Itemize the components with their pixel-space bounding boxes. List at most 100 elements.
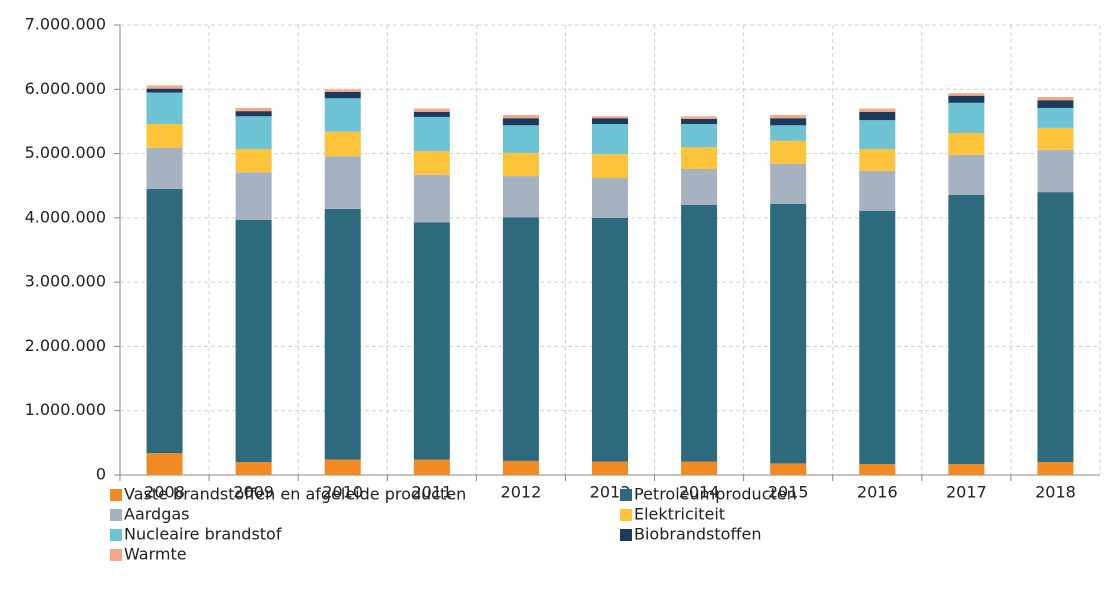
bar-segment [859, 464, 896, 475]
y-tick-label: 5.000.000 [25, 143, 106, 162]
bar-segment [859, 170, 896, 211]
bar-segment [770, 463, 807, 475]
x-tick-label: 2018 [1035, 483, 1076, 502]
bar-segment [681, 116, 718, 119]
bar-segment [235, 111, 272, 117]
bar-segment [770, 140, 807, 164]
bar-segment [502, 217, 539, 461]
bar-segment [681, 124, 718, 148]
bar-segment [1037, 127, 1074, 150]
bar-segment [235, 172, 272, 220]
legend-swatch [620, 509, 632, 521]
bar-segment [859, 111, 896, 121]
bar-segment [502, 460, 539, 475]
x-tick-label: 2015 [768, 483, 809, 502]
bar-segment [592, 116, 628, 119]
bar-segment [770, 163, 807, 204]
x-tick-label: 2010 [322, 483, 363, 502]
bar-segment [948, 464, 985, 475]
bar-segment [1037, 149, 1074, 193]
legend-label: Aardgas [124, 505, 190, 524]
bar-segment [592, 154, 628, 178]
legend-label: Vaste brandstoffen en afgeleide producte… [124, 485, 466, 504]
bar-segment [592, 217, 628, 462]
legend-label: Biobrandstoffen [634, 525, 761, 544]
bar-segment [235, 219, 272, 463]
bar-segment [592, 461, 628, 475]
bar-segment [146, 147, 183, 189]
legend-label: Petroleumproducten [634, 485, 797, 504]
bar-segment [413, 151, 450, 175]
bar-segment [146, 88, 183, 93]
bar-segment [146, 124, 183, 148]
bar-segment [413, 459, 450, 475]
legend-label: Nucleaire brandstof [124, 525, 282, 544]
bar-segment [146, 453, 183, 475]
bar-segment [502, 176, 539, 218]
bar-segment [324, 89, 361, 92]
legend-swatch [110, 489, 122, 501]
legend-label: Elektriciteit [634, 505, 725, 524]
bar-segment [324, 156, 361, 209]
bar-segment [413, 174, 450, 223]
bar-segment [681, 169, 718, 205]
bar-segment [413, 111, 450, 117]
legend-label: Warmte [124, 545, 187, 564]
bar-segment [859, 120, 896, 150]
bar-segment [770, 125, 807, 141]
x-tick-label: 2009 [233, 483, 274, 502]
bar-segment [681, 205, 718, 462]
x-tick-label: 2012 [501, 483, 542, 502]
bar-segment [681, 461, 718, 475]
bar-segment [413, 108, 450, 112]
y-tick-label: 4.000.000 [25, 207, 106, 226]
x-tick-label: 2011 [411, 483, 452, 502]
x-tick-label: 2016 [857, 483, 898, 502]
legend-swatch [110, 509, 122, 521]
bar-segment [146, 92, 183, 124]
bar-segment [592, 178, 628, 218]
x-tick-label: 2014 [679, 483, 720, 502]
x-tick-label: 2017 [946, 483, 987, 502]
bar-segment [146, 85, 183, 89]
y-tick-label: 0 [96, 465, 106, 484]
y-tick-label: 1.000.000 [25, 400, 106, 419]
bar-segment [235, 149, 272, 173]
bar-segment [324, 459, 361, 475]
bar-segment [859, 108, 896, 112]
bar-segment [859, 149, 896, 171]
bar-segment [948, 133, 985, 155]
bar-segment [324, 91, 361, 99]
bar-segment [413, 222, 450, 460]
y-tick-label: 6.000.000 [25, 79, 106, 98]
legend-swatch [620, 489, 632, 501]
bar-segment [235, 462, 272, 475]
bar-segment [681, 147, 718, 169]
bar-segment [592, 118, 628, 124]
bar-segment [502, 125, 539, 153]
bar-segment [948, 194, 985, 465]
bar-segment [324, 98, 361, 132]
bar-segment [859, 210, 896, 465]
bar-segment [413, 116, 450, 151]
bar-segment [592, 124, 628, 155]
bar-segment [1037, 107, 1074, 128]
bar-segment [948, 102, 985, 133]
bar-segment [1037, 97, 1074, 101]
y-tick-label: 2.000.000 [25, 336, 106, 355]
x-tick-label: 2008 [144, 483, 185, 502]
bar-segment [948, 154, 985, 195]
bar-segment [770, 118, 807, 126]
bar-segment [1037, 462, 1074, 475]
y-tick-label: 7.000.000 [25, 15, 106, 34]
bar-segment [324, 208, 361, 460]
bar-segment [1037, 192, 1074, 463]
bar-segment [235, 107, 272, 112]
bar-segment [235, 116, 272, 150]
bar-segment [324, 131, 361, 157]
y-tick-label: 3.000.000 [25, 272, 106, 291]
bar-segment [948, 93, 985, 96]
bar-segment [502, 115, 539, 119]
legend-swatch [110, 549, 122, 561]
